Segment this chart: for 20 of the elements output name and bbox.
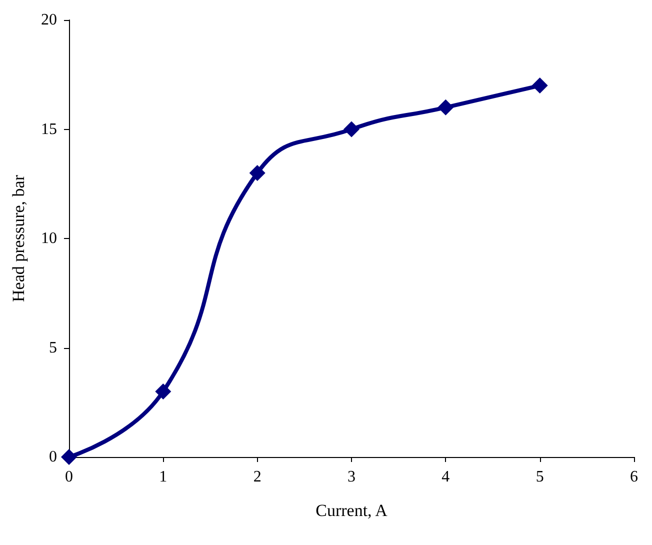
y-tick-label: 10 [41, 230, 57, 247]
y-axis-title: Head pressure, bar [9, 174, 28, 302]
x-tick-label: 5 [536, 468, 544, 486]
x-tick-label: 4 [442, 468, 450, 486]
x-tick-label: 1 [159, 468, 168, 486]
x-tick-label: 3 [348, 468, 356, 486]
y-tick-label: 5 [49, 339, 57, 356]
x-axis-title: Current, A [316, 501, 388, 520]
x-tick-label: 2 [253, 468, 262, 486]
point [438, 99, 454, 116]
y-tick-label: 15 [41, 120, 57, 138]
point [344, 121, 360, 138]
y-tick-label: 20 [41, 12, 57, 28]
x-tick-label: 0 [65, 468, 73, 486]
point [155, 383, 172, 400]
point [532, 78, 548, 94]
point [249, 164, 266, 181]
point [61, 449, 77, 465]
y-tick-label: 0 [49, 448, 57, 466]
x-tick-label: 6 [630, 468, 638, 486]
